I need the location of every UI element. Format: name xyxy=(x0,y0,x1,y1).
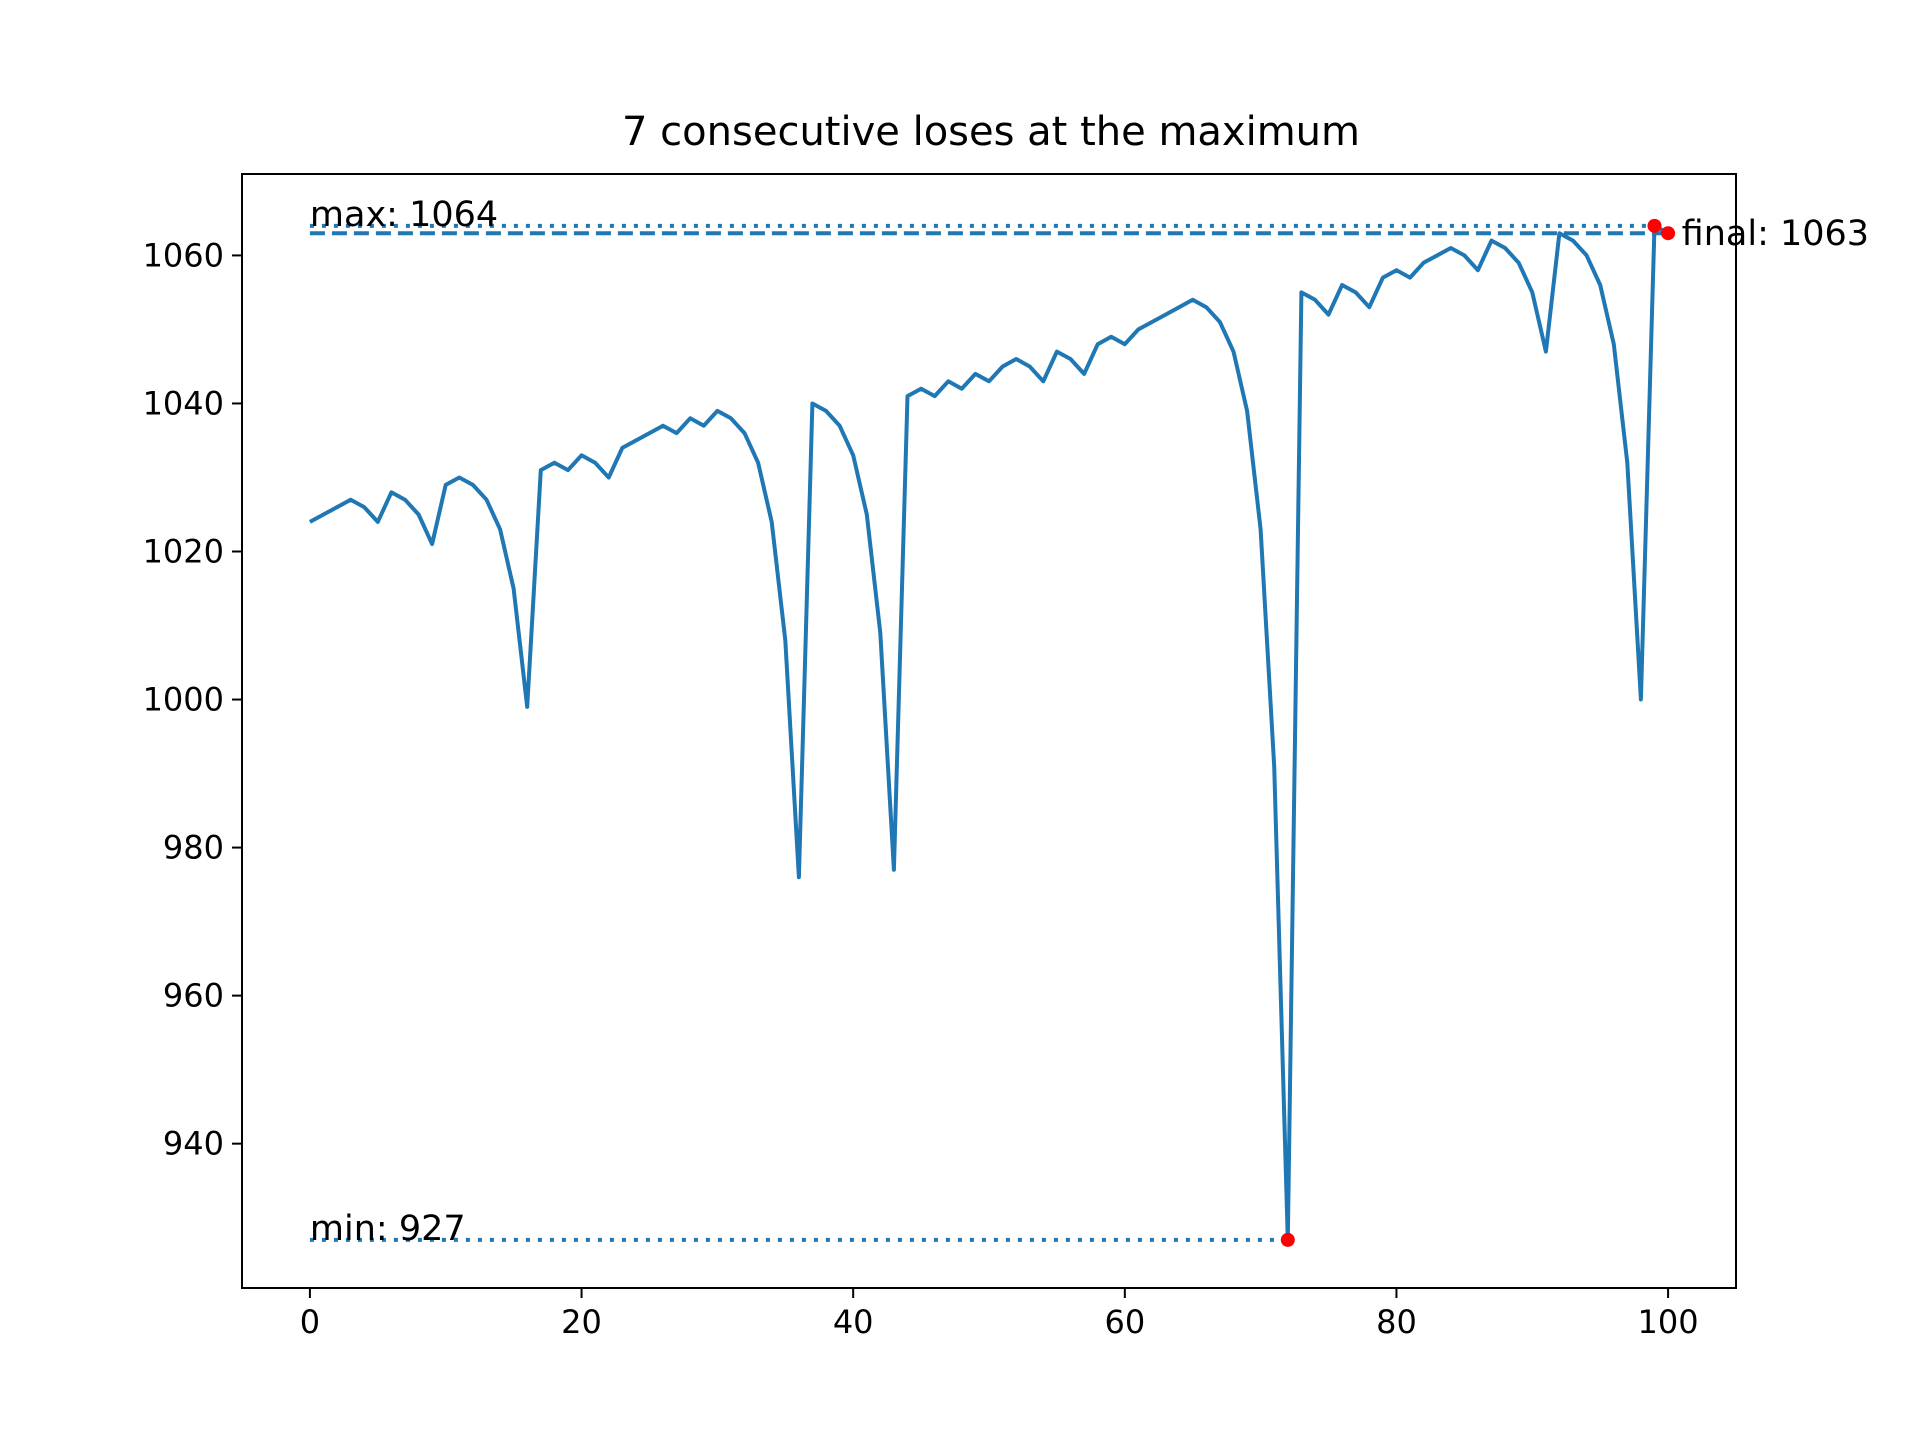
chart-title: 7 consecutive loses at the maximum xyxy=(622,109,1360,155)
y-tick-label-4: 1020 xyxy=(143,533,224,571)
annotation-0: max: 1064 xyxy=(310,195,498,235)
plot-area: max: 1064 min: 927 final: 1063 0 20 40 60 80 100… xyxy=(143,173,1869,1341)
x-tick-label-0: 0 xyxy=(300,1303,320,1341)
marker-point-1 xyxy=(1661,226,1676,241)
y-tick-label-2: 980 xyxy=(163,829,224,867)
marker-point-0 xyxy=(1647,218,1662,233)
annotation-2: final: 1063 xyxy=(1682,214,1869,254)
series-line-0 xyxy=(308,223,1670,1242)
y-tick-label-3: 1000 xyxy=(143,681,224,719)
x-tick-label-3: 60 xyxy=(1104,1303,1145,1341)
marker-point-2 xyxy=(1280,1232,1295,1247)
y-tick-label-1: 960 xyxy=(163,977,224,1015)
axes-frame xyxy=(241,173,1737,1289)
x-tick-label-1: 20 xyxy=(561,1303,602,1341)
y-tick-label-6: 1060 xyxy=(143,236,224,274)
x-tick-label-5: 100 xyxy=(1638,1303,1699,1341)
y-tick-label-5: 1040 xyxy=(143,384,224,422)
x-tick-label-4: 80 xyxy=(1376,1303,1417,1341)
x-tick-label-2: 40 xyxy=(833,1303,874,1341)
annotation-1: min: 927 xyxy=(310,1209,466,1249)
y-tick-label-0: 940 xyxy=(163,1125,224,1163)
